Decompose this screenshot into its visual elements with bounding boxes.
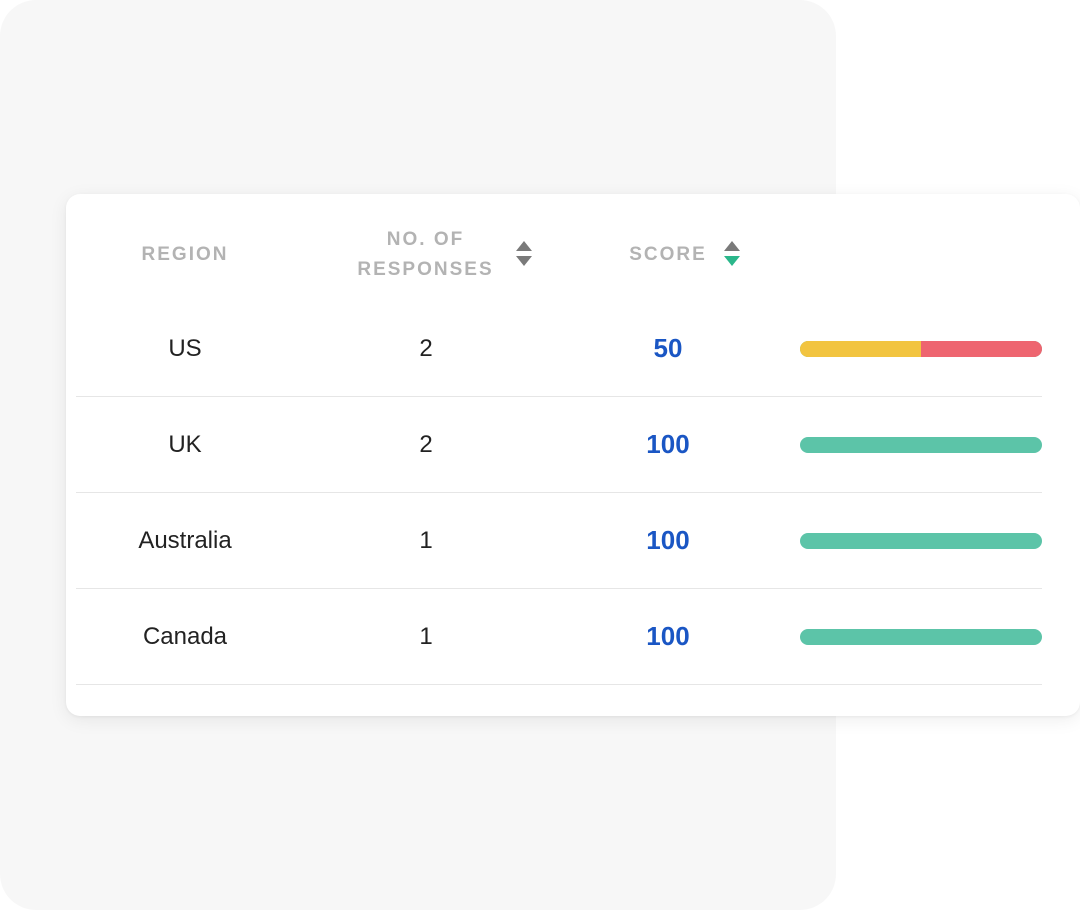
responses-cell: 2 xyxy=(419,334,433,362)
score-cell: 100 xyxy=(646,525,690,555)
sort-up-arrow-icon xyxy=(516,241,532,251)
region-cell: Canada xyxy=(142,622,228,650)
score-bar-cell xyxy=(800,397,1042,492)
table-row[interactable]: Australia 1 100 xyxy=(76,493,1042,589)
positive-segment xyxy=(800,532,1042,549)
sort-descending-icon[interactable] xyxy=(724,241,740,269)
score-cell: 100 xyxy=(646,621,690,651)
score-cell: 100 xyxy=(646,429,690,459)
score-bar-cell xyxy=(800,493,1042,588)
score-cell: 50 xyxy=(653,333,683,363)
negative-segment xyxy=(921,340,1042,357)
sort-down-arrow-icon xyxy=(724,256,740,266)
responses-cell: 1 xyxy=(419,622,433,650)
responses-cell: 2 xyxy=(419,430,433,458)
neutral-segment xyxy=(800,340,921,357)
score-breakdown-bar xyxy=(800,628,1042,645)
column-header-responses[interactable]: NO. OF RESPONSES xyxy=(318,224,533,286)
column-header-responses-label: NO. OF RESPONSES xyxy=(357,225,493,285)
region-cell: UK xyxy=(168,430,202,458)
sort-up-arrow-icon xyxy=(724,241,740,251)
column-header-score[interactable]: SCORE xyxy=(601,224,735,286)
score-bar-cell xyxy=(800,589,1042,684)
region-cell: US xyxy=(168,334,202,362)
score-breakdown-bar xyxy=(800,532,1042,549)
responses-cell: 1 xyxy=(419,526,433,554)
column-header-score-label: SCORE xyxy=(629,244,707,265)
sort-icon[interactable] xyxy=(516,241,532,269)
column-header-region-label: REGION xyxy=(141,244,229,265)
responses-label-line2: RESPONSES xyxy=(357,259,494,280)
region-cell: Australia xyxy=(138,526,232,554)
score-breakdown-bar xyxy=(800,340,1042,357)
score-breakdown-bar xyxy=(800,436,1042,453)
score-bar-cell xyxy=(800,301,1042,396)
responses-label-line1: NO. OF xyxy=(386,229,465,250)
region-score-table: REGION NO. OF RESPONSES SCORE US 2 50 xyxy=(66,194,1080,716)
table-row[interactable]: Canada 1 100 xyxy=(76,589,1042,685)
table-row[interactable]: US 2 50 xyxy=(76,301,1042,397)
table-body: US 2 50 UK 2 100 xyxy=(76,301,1042,685)
table-header: REGION NO. OF RESPONSES SCORE xyxy=(66,224,1080,286)
column-header-region: REGION xyxy=(76,224,294,286)
sort-down-arrow-icon xyxy=(516,256,532,266)
positive-segment xyxy=(800,436,1042,453)
table-row[interactable]: UK 2 100 xyxy=(76,397,1042,493)
positive-segment xyxy=(800,628,1042,645)
